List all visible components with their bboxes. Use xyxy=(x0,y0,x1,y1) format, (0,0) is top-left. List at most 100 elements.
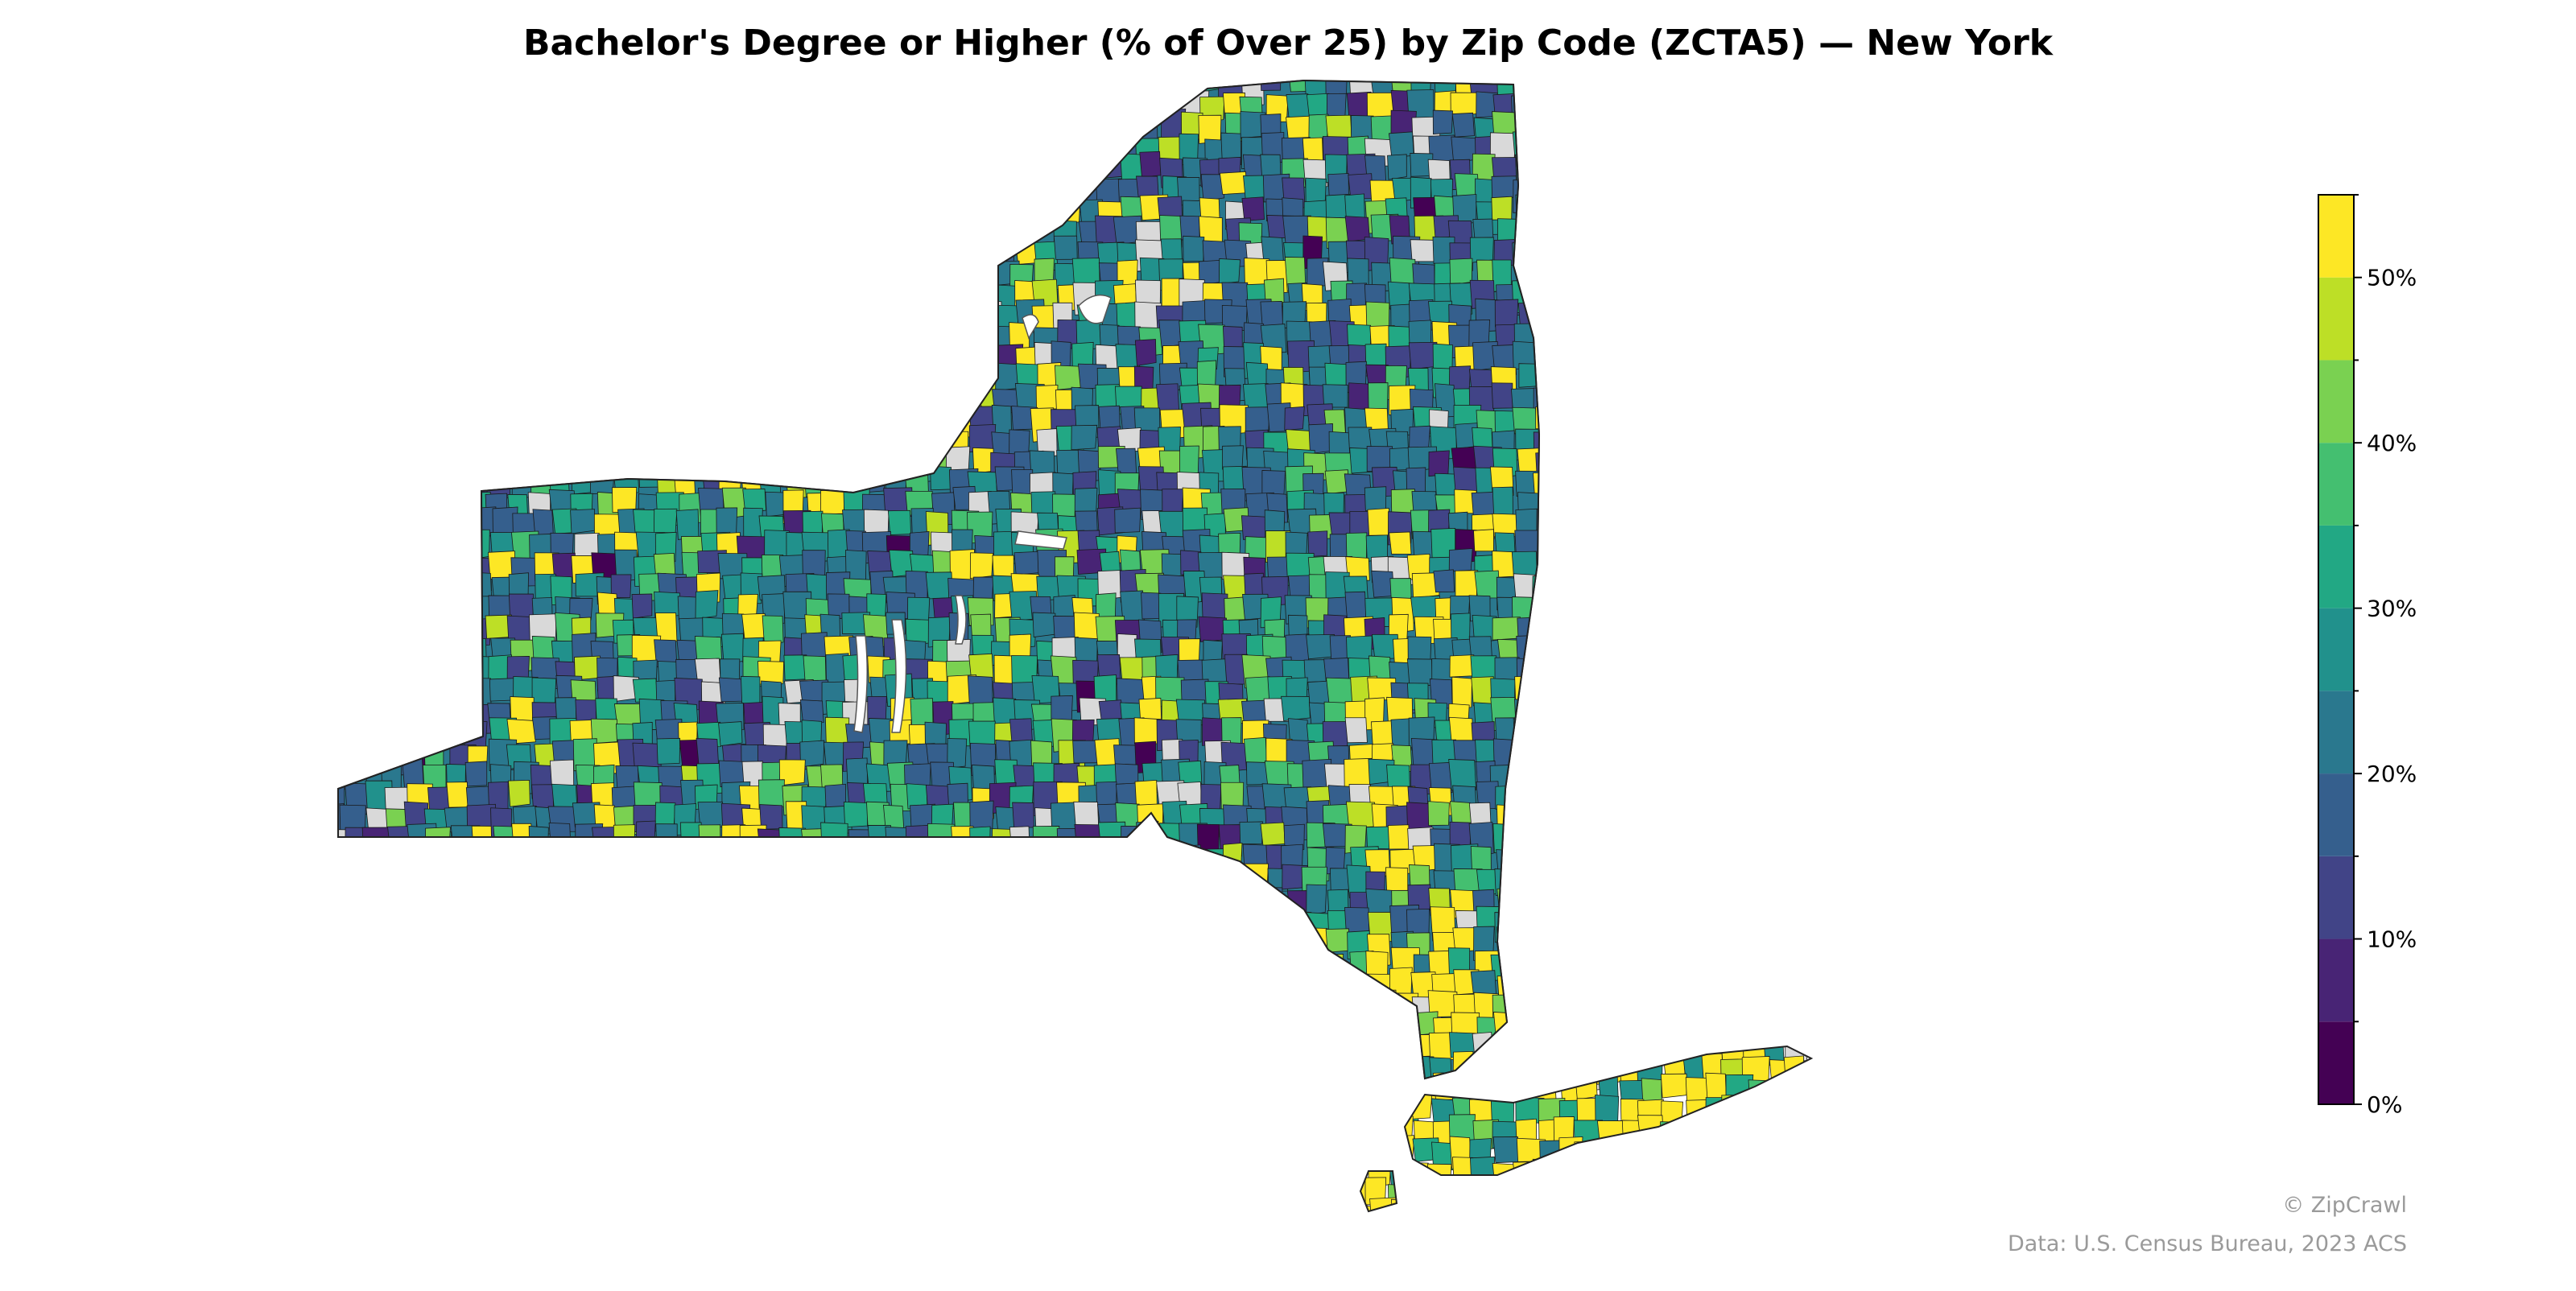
zip-region xyxy=(530,947,550,970)
zip-region xyxy=(423,215,449,240)
zip-region xyxy=(555,177,579,212)
zip-region xyxy=(408,1155,437,1183)
zip-region xyxy=(843,1202,866,1211)
zip-region xyxy=(1769,344,1798,370)
zip-region xyxy=(338,614,348,639)
zip-region xyxy=(1113,889,1143,918)
zip-region xyxy=(1325,80,1348,97)
zip-region xyxy=(1119,1099,1146,1129)
zip-region xyxy=(1140,883,1166,919)
zip-region xyxy=(1092,863,1122,895)
zip-region xyxy=(1390,1011,1411,1037)
zip-region xyxy=(967,675,993,707)
zip-region xyxy=(890,1162,921,1190)
zip-region xyxy=(594,118,622,149)
zip-region xyxy=(825,1158,848,1194)
zip-region xyxy=(701,1157,729,1186)
zip-region xyxy=(1288,1074,1309,1106)
zip-region xyxy=(1658,424,1686,452)
zip-region xyxy=(447,868,475,901)
zip-region xyxy=(469,155,491,185)
zip-region xyxy=(1221,927,1251,958)
zip-region xyxy=(1790,613,1811,638)
zip-region xyxy=(1574,1159,1598,1186)
zip-region xyxy=(1619,865,1645,901)
zip-region xyxy=(1345,975,1373,1000)
zip-region xyxy=(1789,1200,1811,1211)
zip-region xyxy=(1534,341,1562,367)
zip-region xyxy=(1075,153,1103,184)
zip-region xyxy=(1642,761,1672,791)
zip-region xyxy=(1765,425,1793,455)
zip-region xyxy=(345,1176,372,1210)
zip-region xyxy=(1284,406,1305,431)
zip-region xyxy=(1767,864,1793,898)
zip-region xyxy=(995,1074,1022,1100)
zip-region xyxy=(343,1119,366,1152)
zip-region xyxy=(1574,385,1604,420)
zip-region xyxy=(867,996,894,1022)
zip-region xyxy=(1057,197,1081,225)
zip-region xyxy=(1581,681,1608,715)
zip-region xyxy=(422,1115,444,1148)
zip-region xyxy=(1720,889,1742,925)
zip-region xyxy=(444,175,469,202)
zip-region xyxy=(1535,825,1562,856)
zip-region xyxy=(1285,1140,1312,1168)
zip-region xyxy=(1784,889,1810,922)
zip-region xyxy=(613,846,642,872)
zip-region xyxy=(674,865,703,900)
zip-region xyxy=(1513,1161,1542,1185)
zip-region xyxy=(365,91,393,119)
zip-region xyxy=(513,405,541,441)
zip-region xyxy=(991,828,1013,864)
zip-region xyxy=(634,346,655,378)
zip-region xyxy=(1597,634,1619,666)
zip-region xyxy=(1574,137,1604,161)
zip-region xyxy=(1581,174,1610,204)
zip-region xyxy=(778,1095,806,1130)
zip-region xyxy=(657,1200,687,1211)
zip-region xyxy=(428,489,449,520)
zip-region xyxy=(1183,909,1207,939)
zip-region xyxy=(819,1074,842,1103)
zip-region xyxy=(1662,117,1687,146)
zip-region xyxy=(1784,1139,1810,1164)
zip-region xyxy=(466,988,488,1018)
zip-region xyxy=(553,80,576,98)
zip-region xyxy=(931,992,963,1017)
zip-region xyxy=(1531,973,1553,1002)
zip-region xyxy=(569,323,594,355)
zip-region xyxy=(1554,489,1583,521)
zip-region xyxy=(1050,80,1075,104)
zip-region xyxy=(930,465,952,491)
zip-region xyxy=(1663,1140,1688,1170)
zip-region xyxy=(611,949,634,975)
zip-region xyxy=(338,530,353,555)
zip-region xyxy=(1602,472,1624,497)
zip-region xyxy=(1199,1080,1226,1108)
zip-region xyxy=(1075,1120,1098,1157)
zip-region xyxy=(423,1135,447,1163)
zip-region xyxy=(1203,1138,1225,1166)
zip-region xyxy=(446,534,472,567)
zip-region xyxy=(862,1074,887,1109)
zip-region xyxy=(952,1120,979,1155)
zip-region xyxy=(1637,884,1662,918)
zip-region xyxy=(1810,216,1811,243)
zip-region xyxy=(1769,655,1795,683)
zip-region xyxy=(468,95,489,126)
zip-region xyxy=(1806,365,1811,390)
zip-region xyxy=(989,96,1015,130)
zip-region xyxy=(945,283,972,316)
zip-region xyxy=(869,90,890,115)
zip-region xyxy=(1700,738,1728,771)
zip-region xyxy=(1804,930,1811,955)
zip-region xyxy=(427,721,454,751)
zip-region xyxy=(1700,216,1725,241)
zip-region xyxy=(866,242,889,274)
zip-region xyxy=(720,1010,744,1043)
zip-region xyxy=(1665,949,1688,975)
zip-region xyxy=(485,368,508,403)
zip-region xyxy=(1389,531,1412,555)
